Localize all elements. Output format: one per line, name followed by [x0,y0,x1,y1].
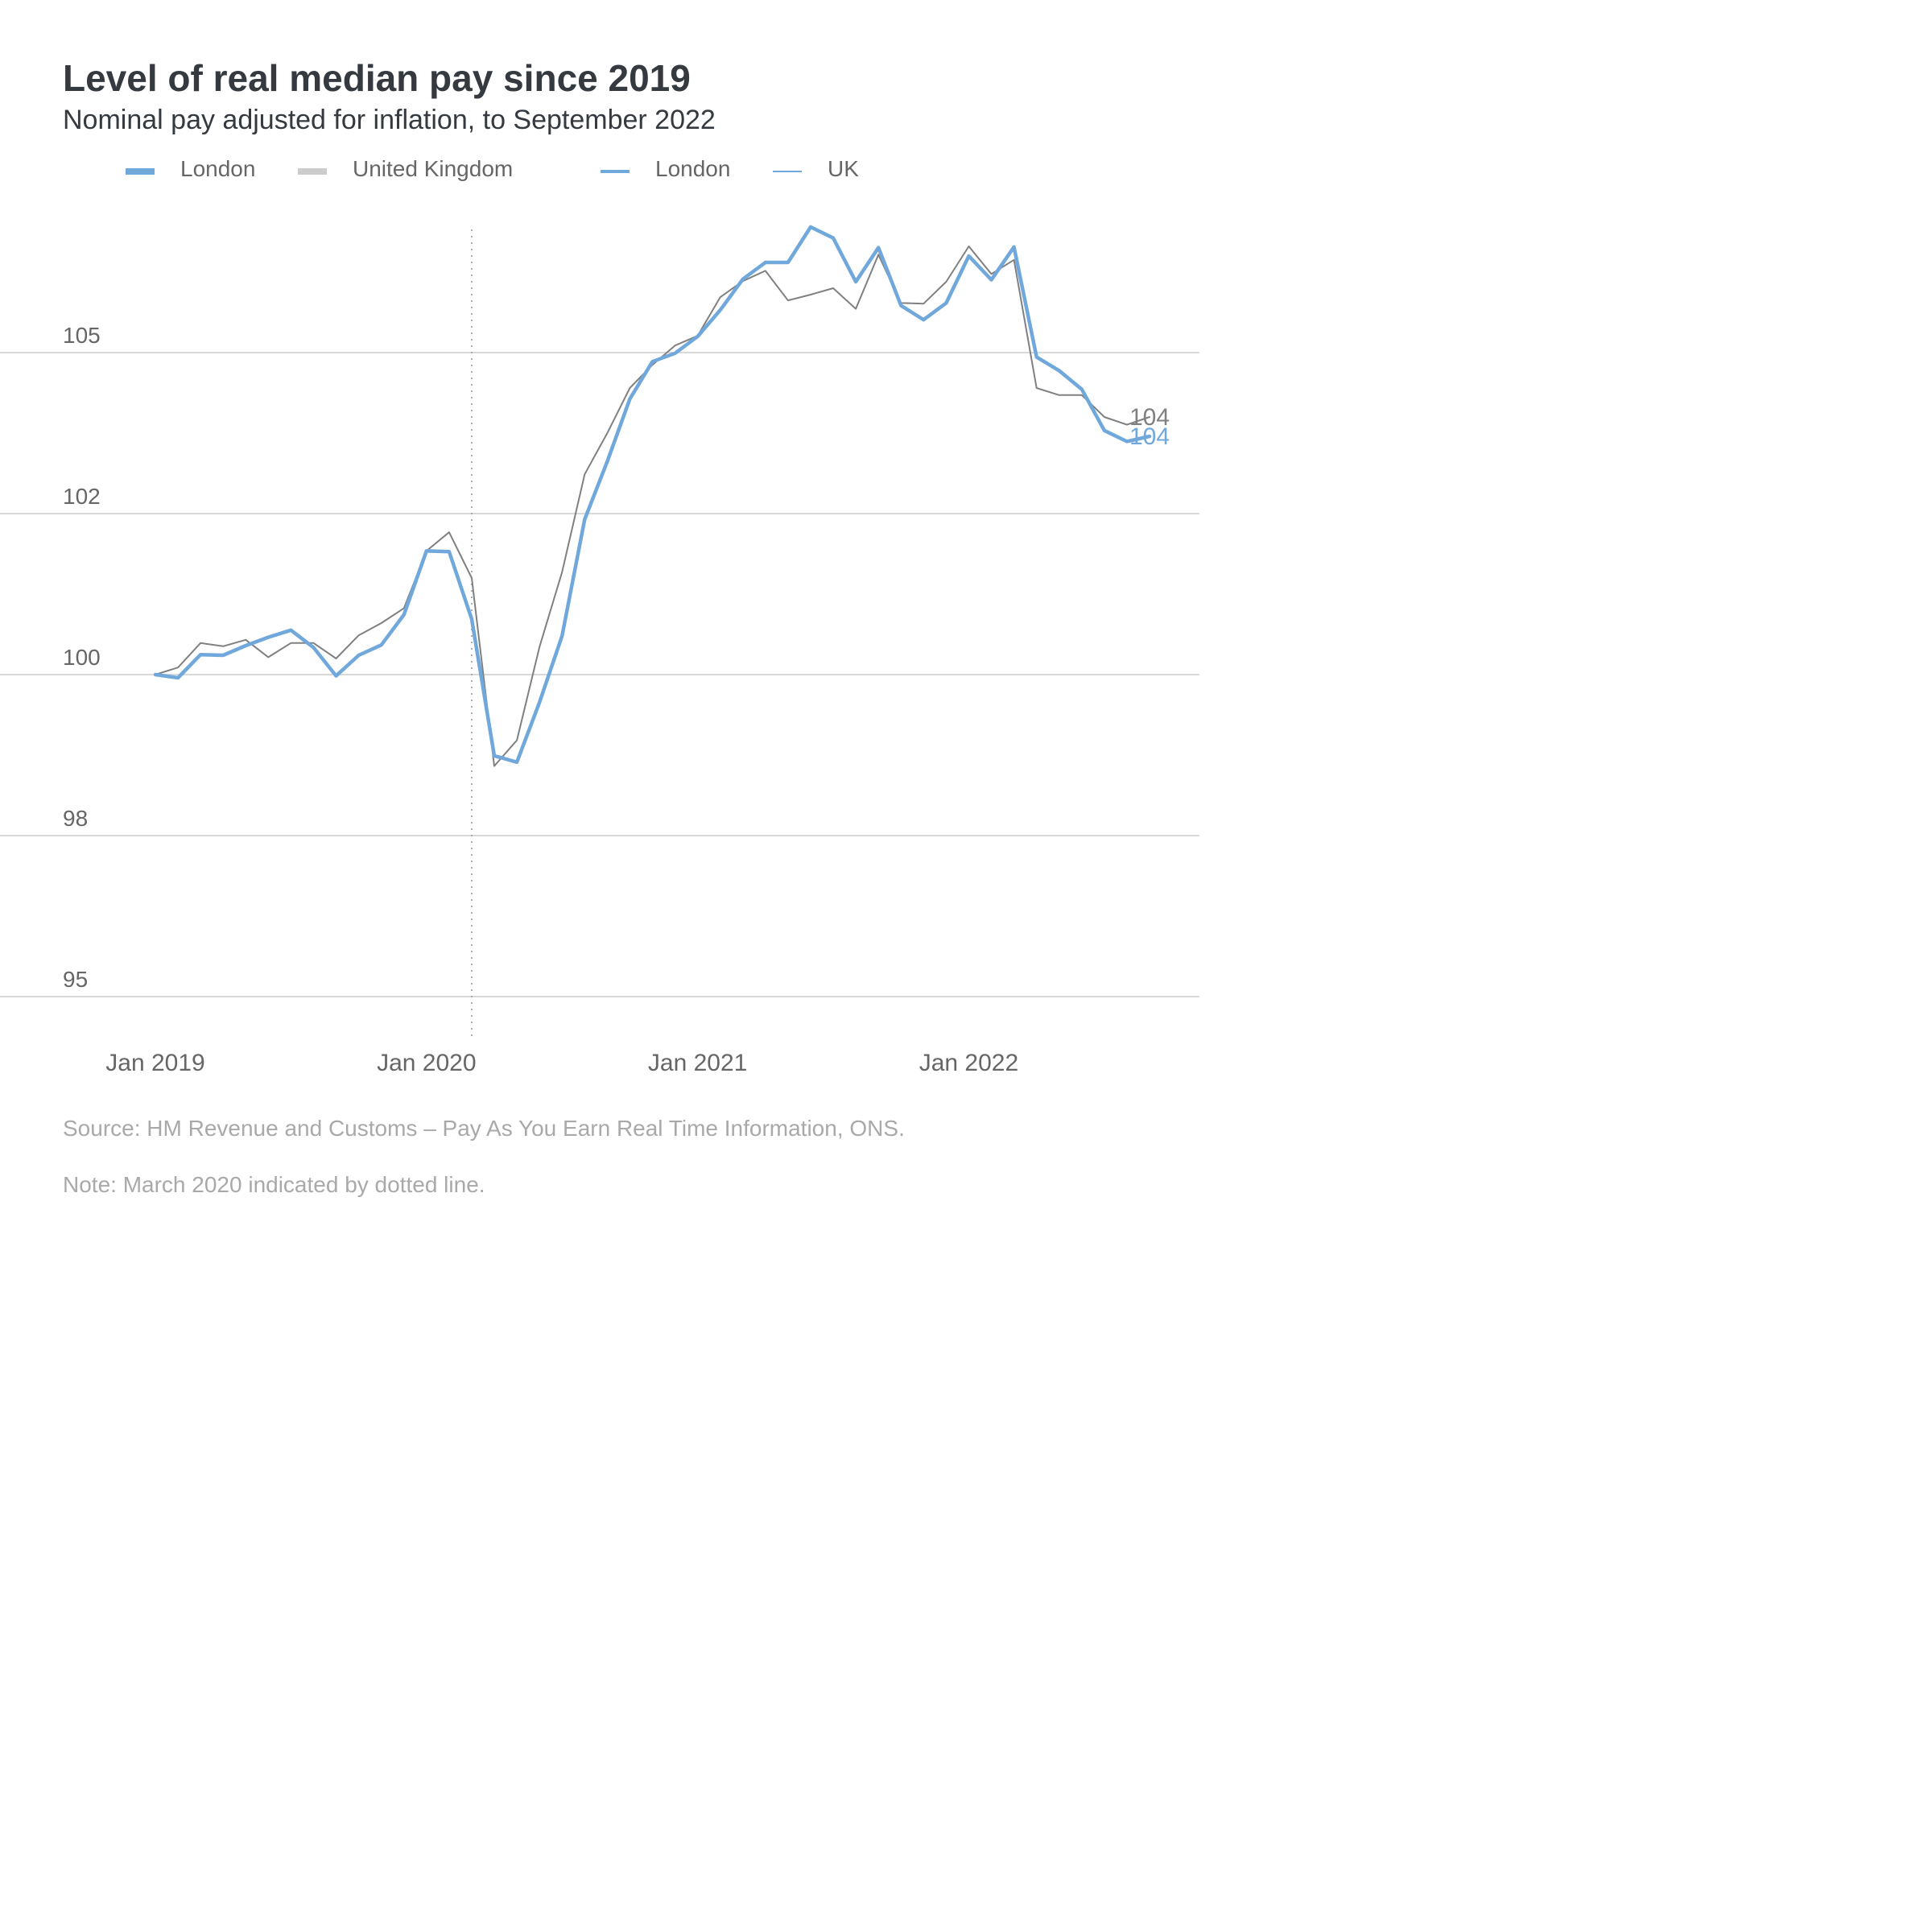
y-tick-label-102: 102 [63,484,101,509]
x-tick-label: Jan 2019 [105,1050,204,1076]
series-lines [153,225,1152,767]
end-label-london: 104 [1129,423,1170,450]
series-line-uk [155,246,1150,767]
grid-lines [0,352,1199,997]
x-tick-label: Jan 2020 [377,1050,476,1076]
y-tick-label-105: 105 [63,323,101,348]
x-tick-label: Jan 2021 [648,1050,747,1076]
legend-label-london: London [180,156,256,181]
end-label-uk: 104 [1129,404,1170,431]
x-axis-ticks: Jan 2019 Jan 2020 Jan 2021 Jan 2022 [105,1050,1018,1076]
y-tick-label-98: 98 [63,806,88,831]
series-line-london [153,225,1152,765]
legend-label-uk-line: UK [828,156,859,181]
legend-swatch-london-line [601,170,630,173]
y-tick-label-100: 100 [63,645,101,670]
legend-label-united-kingdom: United Kingdom [353,156,514,181]
x-tick-label: Jan 2022 [919,1050,1018,1076]
legend-swatch-uk-line [773,171,802,172]
legend-swatch-united-kingdom [298,168,327,175]
footnote: Note: March 2020 indicated by dotted lin… [63,1172,485,1197]
chart-title: Level of real median pay since 2019 [63,57,691,99]
chart-subtitle: Nominal pay adjusted for inflation, to S… [63,105,716,135]
legend-label-london-line: London [655,156,731,181]
legend-swatch-london [126,168,155,175]
legend: London United Kingdom London UK [0,153,1262,192]
source-note: Source: HM Revenue and Customs – Pay As … [63,1116,905,1141]
y-tick-label-95: 95 [63,967,88,992]
y-axis-ticks: 95 98 100 102 105 [63,323,101,992]
